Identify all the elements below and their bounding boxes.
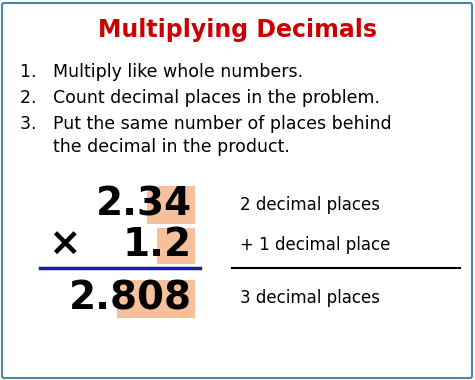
Text: 2.   Count decimal places in the problem.: 2. Count decimal places in the problem. [20,89,380,107]
Text: + 1 decimal place: + 1 decimal place [240,236,390,254]
FancyBboxPatch shape [147,186,195,224]
FancyBboxPatch shape [2,3,472,378]
Text: 1.   Multiply like whole numbers.: 1. Multiply like whole numbers. [20,63,303,81]
FancyBboxPatch shape [117,280,195,318]
FancyBboxPatch shape [157,228,195,264]
Text: Multiplying Decimals: Multiplying Decimals [97,18,377,42]
Text: 2.808: 2.808 [69,279,192,317]
Text: 2 decimal places: 2 decimal places [240,196,380,214]
Text: 3.   Put the same number of places behind: 3. Put the same number of places behind [20,115,391,133]
Text: 1.2: 1.2 [123,226,192,264]
Text: the decimal in the product.: the decimal in the product. [20,138,290,156]
Text: 3 decimal places: 3 decimal places [240,289,380,307]
Text: ×: × [48,226,81,264]
Text: 2.34: 2.34 [96,186,192,224]
